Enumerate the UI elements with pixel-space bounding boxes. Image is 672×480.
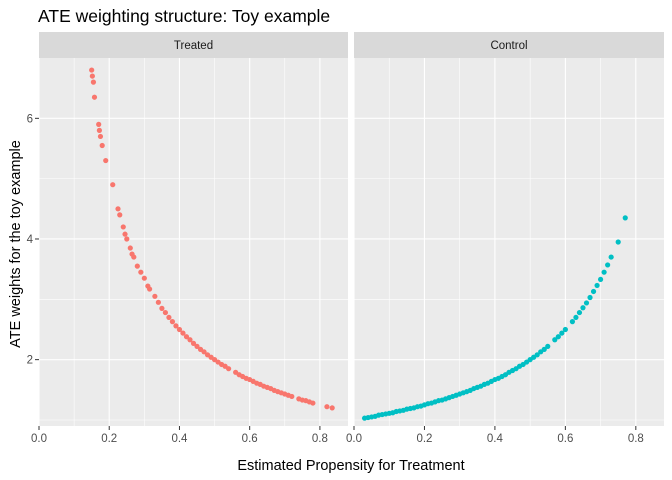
data-point [110,182,116,188]
data-point [601,269,607,275]
data-point [131,254,137,260]
x-tick-label: 0.2 [416,433,432,445]
data-point [187,337,193,343]
data-point [127,245,133,251]
data-point [173,323,179,329]
data-point [103,157,109,164]
data-point [138,269,144,275]
data-point [594,282,600,289]
data-point [541,346,547,352]
data-point [583,300,590,306]
data-point [597,276,604,283]
data-point [176,326,183,333]
data-point [608,254,614,260]
data-point [552,337,558,343]
data-point [590,288,597,295]
x-tick-label: 0.6 [557,433,573,445]
x-tick-label: 0.8 [628,433,644,445]
data-point [534,352,540,358]
data-point [329,405,335,411]
data-point [580,305,586,311]
data-point [573,314,579,321]
data-point [159,305,165,311]
data-point [96,127,102,133]
y-tick-label: 4 [27,234,34,246]
data-point [310,400,316,406]
data-point [152,293,158,299]
data-point [117,212,123,218]
data-point [89,73,95,79]
panel-background [39,58,348,426]
facet-label: Treated [174,40,213,52]
data-point [120,224,126,230]
data-point [576,309,583,316]
data-point [324,404,330,410]
data-point [147,286,153,292]
data-point [569,319,576,325]
data-point [180,330,186,336]
data-point [155,299,161,305]
data-point [115,206,121,212]
y-axis-title: ATE weights for the toy example [8,140,24,348]
data-point [124,236,130,242]
data-point [96,121,102,127]
data-point [201,349,207,355]
x-tick-label: 0.6 [242,433,258,445]
x-tick-label: 0.4 [171,433,188,445]
x-axis-title: Estimated Propensity for Treatment [237,458,464,474]
data-point [91,94,98,100]
data-point [226,366,232,372]
data-point [97,133,104,140]
y-tick-label: 2 [27,355,33,367]
panel-treated: Treated [38,32,348,426]
data-point [162,309,169,316]
data-point [194,343,200,349]
data-point [587,294,593,301]
facet-strip [39,32,348,58]
data-point [555,334,561,340]
y-tick-label: 6 [27,113,33,125]
facet-label: Control [490,40,527,52]
panel-control: Control [353,32,664,426]
data-point [559,330,565,336]
data-point [169,319,176,325]
data-point [141,275,147,281]
data-point [183,334,190,340]
data-point [562,326,568,333]
x-tick-label: 0.2 [101,433,117,445]
data-point [622,215,628,221]
x-tick-label: 0.0 [346,433,362,445]
data-point [190,340,197,346]
data-point [122,231,128,237]
chart-title: ATE weighting structure: Toy example [38,6,330,26]
data-point [134,263,140,269]
x-tick-label: 0.8 [312,433,328,445]
x-tick-label: 0.4 [487,433,504,445]
panel-background [354,58,664,426]
data-point [166,314,172,321]
x-tick-label: 0.0 [31,433,47,445]
data-point [615,239,621,245]
data-point [605,262,611,268]
data-point [90,79,97,85]
data-point [89,67,95,73]
facet-strip [354,32,664,58]
data-point [289,393,295,400]
data-point [99,142,105,149]
data-point [545,343,551,349]
